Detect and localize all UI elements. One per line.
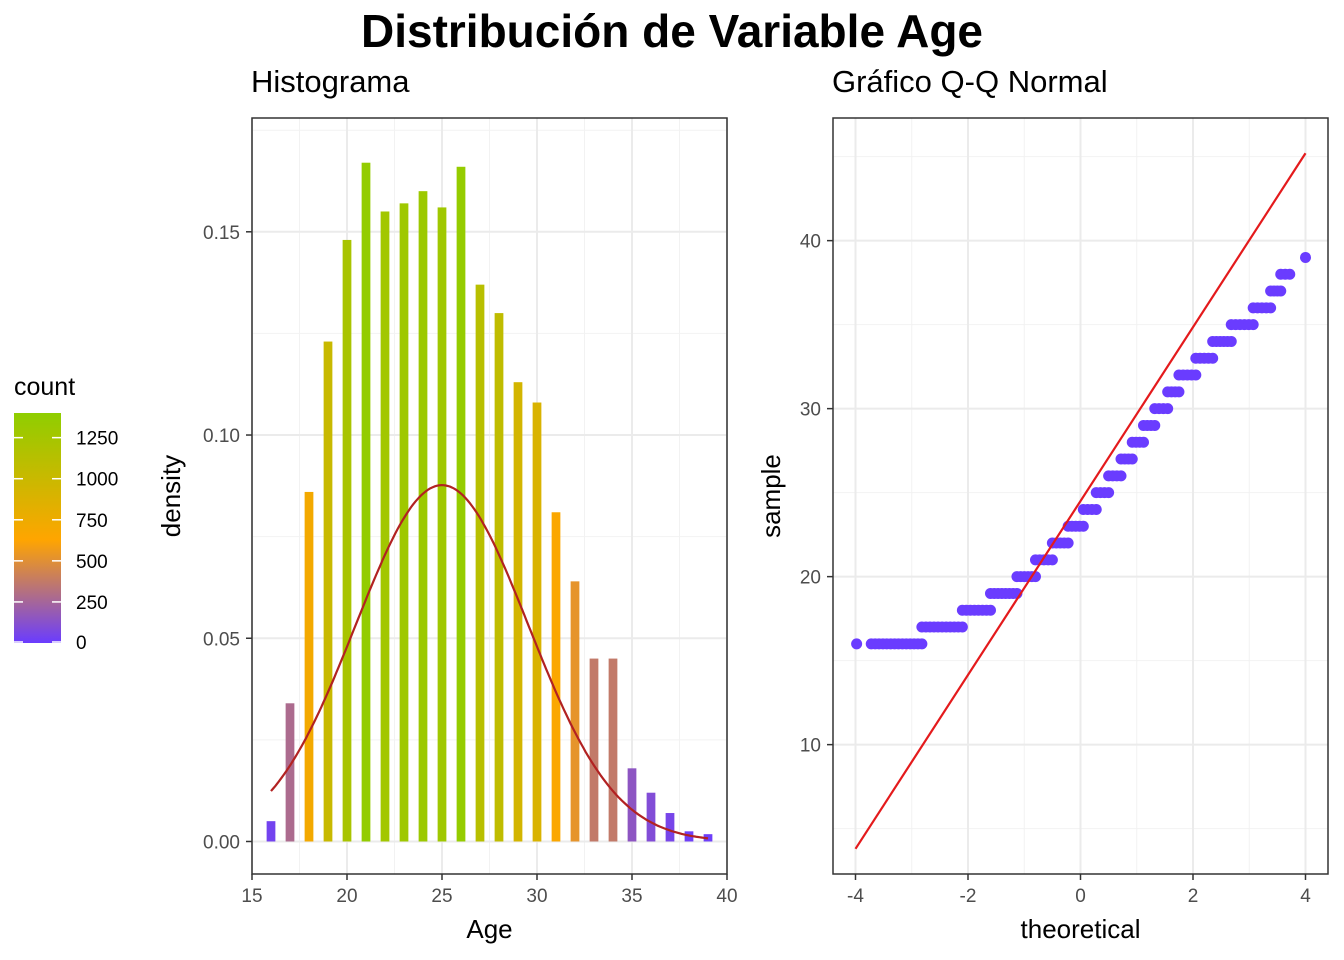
legend-colorbar [14,413,61,643]
x-tick-label: 2 [1188,886,1199,907]
panel-border [251,117,728,875]
qq-point [1284,268,1296,280]
qq-point [1300,251,1311,263]
histogram-bar [342,239,352,842]
histogram-bar [513,382,523,842]
histogram-bar [456,166,466,842]
qq-point [1247,319,1259,331]
histogram-bar [418,191,428,842]
histogram-bar [532,402,542,842]
histogram-bar [437,207,447,842]
histogram-panel: 15 20 25 30 35 40 0.00 0.05 0.10 0.15 Age density [156,117,738,944]
y-axis-title: density [156,455,186,537]
histogram-bar [646,792,656,842]
histogram-bar [627,768,637,842]
qq-point [1138,436,1149,448]
qq-point [1162,403,1174,415]
qq-point [1265,302,1277,314]
histogram-bar [608,658,618,842]
normal-density-curve [270,483,709,840]
qq-point [916,638,928,650]
histogram-bar [665,813,675,842]
x-tick-label: 25 [431,886,452,907]
histogram-bar [551,512,561,842]
y-axis-title: sample [756,454,786,538]
legend-label: 500 [76,552,108,573]
legend-label: 1000 [76,470,118,491]
histogram-bar [285,703,295,842]
histogram-bar [475,284,485,842]
x-tick-label: -4 [847,886,864,907]
x-tick-label: 30 [526,886,547,907]
qq-point [1225,335,1237,347]
x-tick-label: 15 [241,886,262,907]
qq-plot-title: Gráfico Q-Q Normal [832,64,1108,99]
y-tick-label: 20 [800,568,821,589]
qq-point [956,621,968,633]
x-tick-label: 4 [1300,886,1311,907]
qq-point [1062,537,1074,549]
qq-point [1126,453,1138,465]
x-tick-label: -2 [960,886,977,907]
qq-plot-panel: -4 -2 0 2 4 10 20 30 40 theoretical sample [756,117,1329,944]
y-tick-label: 0.15 [203,223,240,244]
y-tick-label: 30 [800,400,821,421]
histogram-bar [570,581,580,842]
qq-point [851,638,863,650]
qq-point [1115,470,1127,482]
legend-title: count [14,373,75,401]
qq-reference-line [854,152,1307,850]
qq-point [1173,386,1185,398]
x-tick-label: 0 [1075,886,1086,907]
qq-point [1275,285,1287,297]
histogram-bar [380,211,390,842]
qq-point [985,604,996,616]
histogram-bar [304,491,314,842]
histogram-bar [589,658,599,842]
legend-label: 750 [76,511,108,532]
y-tick-label: 0.05 [203,629,240,650]
x-axis-title: Age [466,914,512,944]
legend-label: 250 [76,593,108,614]
count-legend: count 1250 1000 750 500 250 0 [14,373,118,654]
y-tick-label: 10 [800,736,821,757]
qq-point [1103,487,1115,499]
qq-point [1090,503,1102,515]
y-tick-label: 0.00 [203,832,240,853]
histogram-bar [323,341,333,842]
legend-label: 1250 [76,429,118,450]
qq-point [1190,369,1202,381]
qq-point [1149,419,1161,431]
main-title: Distribución de Variable Age [360,5,983,57]
qq-point [1077,520,1089,532]
x-axis-title: theoretical [1021,914,1141,944]
qq-point [1207,352,1219,364]
histogram-bar [399,203,409,842]
histogram-bar [361,162,371,842]
x-tick-label: 35 [621,886,642,907]
x-tick-label: 40 [716,886,737,907]
y-tick-label: 0.10 [203,426,240,447]
histogram-bar [494,313,504,842]
histogram-bar [266,821,276,842]
y-tick-label: 40 [800,232,821,253]
legend-label: 0 [76,633,87,654]
qq-point [1046,554,1058,566]
histogram-title: Histograma [251,64,410,99]
x-tick-label: 20 [336,886,357,907]
